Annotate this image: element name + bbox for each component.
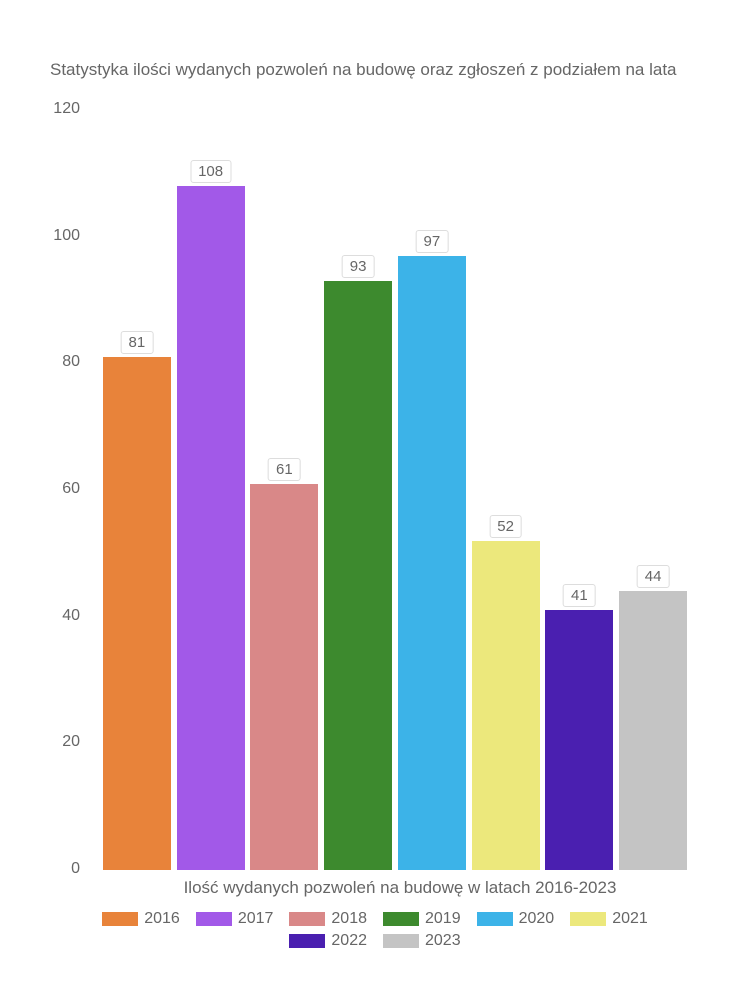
legend-swatch (196, 912, 232, 926)
x-axis-label: Ilość wydanych pozwoleń na budowę w lata… (100, 878, 700, 898)
legend-item: 2022 (289, 932, 367, 950)
legend-swatch (102, 912, 138, 926)
bar-value-label: 61 (268, 458, 301, 481)
y-tick: 80 (62, 353, 80, 371)
legend-item: 2016 (102, 910, 180, 928)
bar-value-label: 108 (190, 160, 231, 183)
bar: 108 (177, 186, 245, 870)
bar-value-label: 52 (489, 515, 522, 538)
bar: 41 (545, 610, 613, 870)
legend-item: 2020 (477, 910, 555, 928)
plot-area: 020406080100120 81108619397524144 (50, 110, 690, 870)
bar-value-label: 44 (637, 565, 670, 588)
bar-value-label: 81 (121, 331, 154, 354)
y-tick: 40 (62, 607, 80, 625)
chart-title: Statystyka ilości wydanych pozwoleń na b… (50, 60, 700, 80)
legend-label: 2018 (331, 910, 367, 928)
y-tick: 0 (71, 860, 80, 878)
legend-label: 2017 (238, 910, 274, 928)
y-axis: 020406080100120 (50, 110, 90, 870)
bar: 61 (250, 484, 318, 870)
y-tick: 60 (62, 480, 80, 498)
bars-area: 81108619397524144 (100, 110, 690, 870)
legend-swatch (383, 934, 419, 948)
legend-item: 2023 (383, 932, 461, 950)
bar: 97 (398, 256, 466, 870)
legend-swatch (477, 912, 513, 926)
legend-swatch (383, 912, 419, 926)
legend-label: 2021 (612, 910, 648, 928)
legend: 2016 2017 2018 2019 2020 2021 2022 2023 (50, 908, 700, 952)
bar-value-label: 97 (416, 230, 449, 253)
y-tick: 100 (53, 227, 80, 245)
bar: 93 (324, 281, 392, 870)
legend-label: 2020 (519, 910, 555, 928)
bar-value-label: 41 (563, 584, 596, 607)
legend-item: 2021 (570, 910, 648, 928)
legend-item: 2019 (383, 910, 461, 928)
chart-container: Statystyka ilości wydanych pozwoleń na b… (50, 60, 700, 960)
legend-label: 2023 (425, 932, 461, 950)
legend-swatch (289, 912, 325, 926)
y-tick: 20 (62, 733, 80, 751)
bar-value-label: 93 (342, 255, 375, 278)
y-tick: 120 (53, 100, 80, 118)
legend-swatch (289, 934, 325, 948)
bar: 44 (619, 591, 687, 870)
bar: 52 (472, 541, 540, 870)
legend-swatch (570, 912, 606, 926)
legend-label: 2022 (331, 932, 367, 950)
legend-label: 2019 (425, 910, 461, 928)
bar: 81 (103, 357, 171, 870)
legend-item: 2018 (289, 910, 367, 928)
legend-item: 2017 (196, 910, 274, 928)
legend-label: 2016 (144, 910, 180, 928)
